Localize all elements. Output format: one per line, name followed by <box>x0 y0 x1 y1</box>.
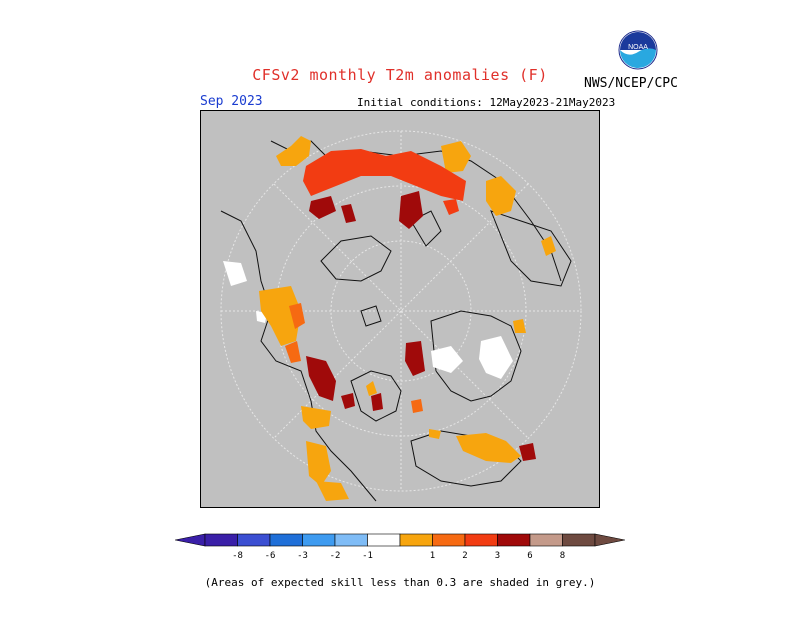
initial-conditions: Initial conditions: 12May2023-21May2023 <box>357 96 616 109</box>
anomaly-6 <box>405 341 425 376</box>
legend-tick-label: 6 <box>527 551 532 560</box>
legend-tick-label: 2 <box>462 551 467 560</box>
legend-swatch <box>367 533 401 547</box>
anomaly-1 <box>486 176 516 216</box>
anomaly-3 <box>443 199 459 215</box>
anomaly-6 <box>341 393 355 409</box>
anomaly-6 <box>519 443 536 461</box>
skill-footnote: (Areas of expected skill less than 0.3 a… <box>204 576 596 589</box>
anomaly-1 <box>276 136 311 166</box>
forecast-month: Sep 2023 <box>200 94 263 109</box>
anomaly-1 <box>316 481 349 501</box>
anomaly-1 <box>306 441 331 486</box>
anomaly-1 <box>541 236 556 256</box>
legend-swatch <box>237 533 271 547</box>
legend-tick-label: 8 <box>560 551 565 560</box>
anomaly-2 <box>289 303 305 329</box>
legend-bar: -8 -6 -3 -2 -1 1 2 3 6 8 <box>175 533 625 560</box>
legend-swatch <box>334 533 368 547</box>
agency-label: NWS/NCEP/CPC <box>584 76 678 91</box>
legend-swatch <box>432 533 466 547</box>
anomaly-patches <box>259 136 556 501</box>
anomaly-1 <box>429 429 441 439</box>
legend-swatch <box>269 533 303 547</box>
anomaly-6 <box>399 191 423 229</box>
legend-swatch <box>497 533 531 547</box>
legend-swatch <box>204 533 238 547</box>
legend-arrow-high <box>594 533 625 547</box>
anomaly-1 <box>301 406 331 429</box>
legend-tick-label: -2 <box>330 551 341 560</box>
legend-tick-label: 1 <box>430 551 435 560</box>
anomaly-3 <box>303 149 466 201</box>
color-legend: -8 -6 -3 -2 -1 1 2 3 6 8 <box>175 533 625 560</box>
anomaly-1 <box>441 141 471 173</box>
map-panel <box>200 110 600 508</box>
anomaly-1 <box>366 381 377 396</box>
anomaly-2 <box>285 341 301 363</box>
polar-map <box>220 130 582 502</box>
legend-tick-label: -6 <box>265 551 276 560</box>
legend-swatch <box>529 533 563 547</box>
logo-text: NOAA <box>628 44 648 51</box>
anomaly-1 <box>456 433 521 463</box>
map-title: CFSv2 monthly T2m anomalies (F) <box>252 66 548 84</box>
coastlines <box>220 140 572 502</box>
anomaly-6 <box>306 356 336 401</box>
anomaly-2 <box>411 399 423 413</box>
anomaly-1 <box>259 286 301 346</box>
anomaly-6 <box>309 196 336 219</box>
anomaly-6 <box>371 393 383 411</box>
legend-tick-label: -1 <box>362 551 373 560</box>
legend-swatch <box>302 533 336 547</box>
anomaly-6 <box>341 204 356 223</box>
legend-arrow-low <box>175 533 206 547</box>
anomaly-1 <box>513 319 526 333</box>
legend-tick-label: 3 <box>495 551 500 560</box>
legend-tick-label: -8 <box>232 551 243 560</box>
legend-swatch <box>562 533 596 547</box>
legend-swatch <box>399 533 433 547</box>
legend-tick-label: -3 <box>297 551 308 560</box>
legend-swatch <box>464 533 498 547</box>
noaa-logo: NOAA <box>618 30 658 70</box>
